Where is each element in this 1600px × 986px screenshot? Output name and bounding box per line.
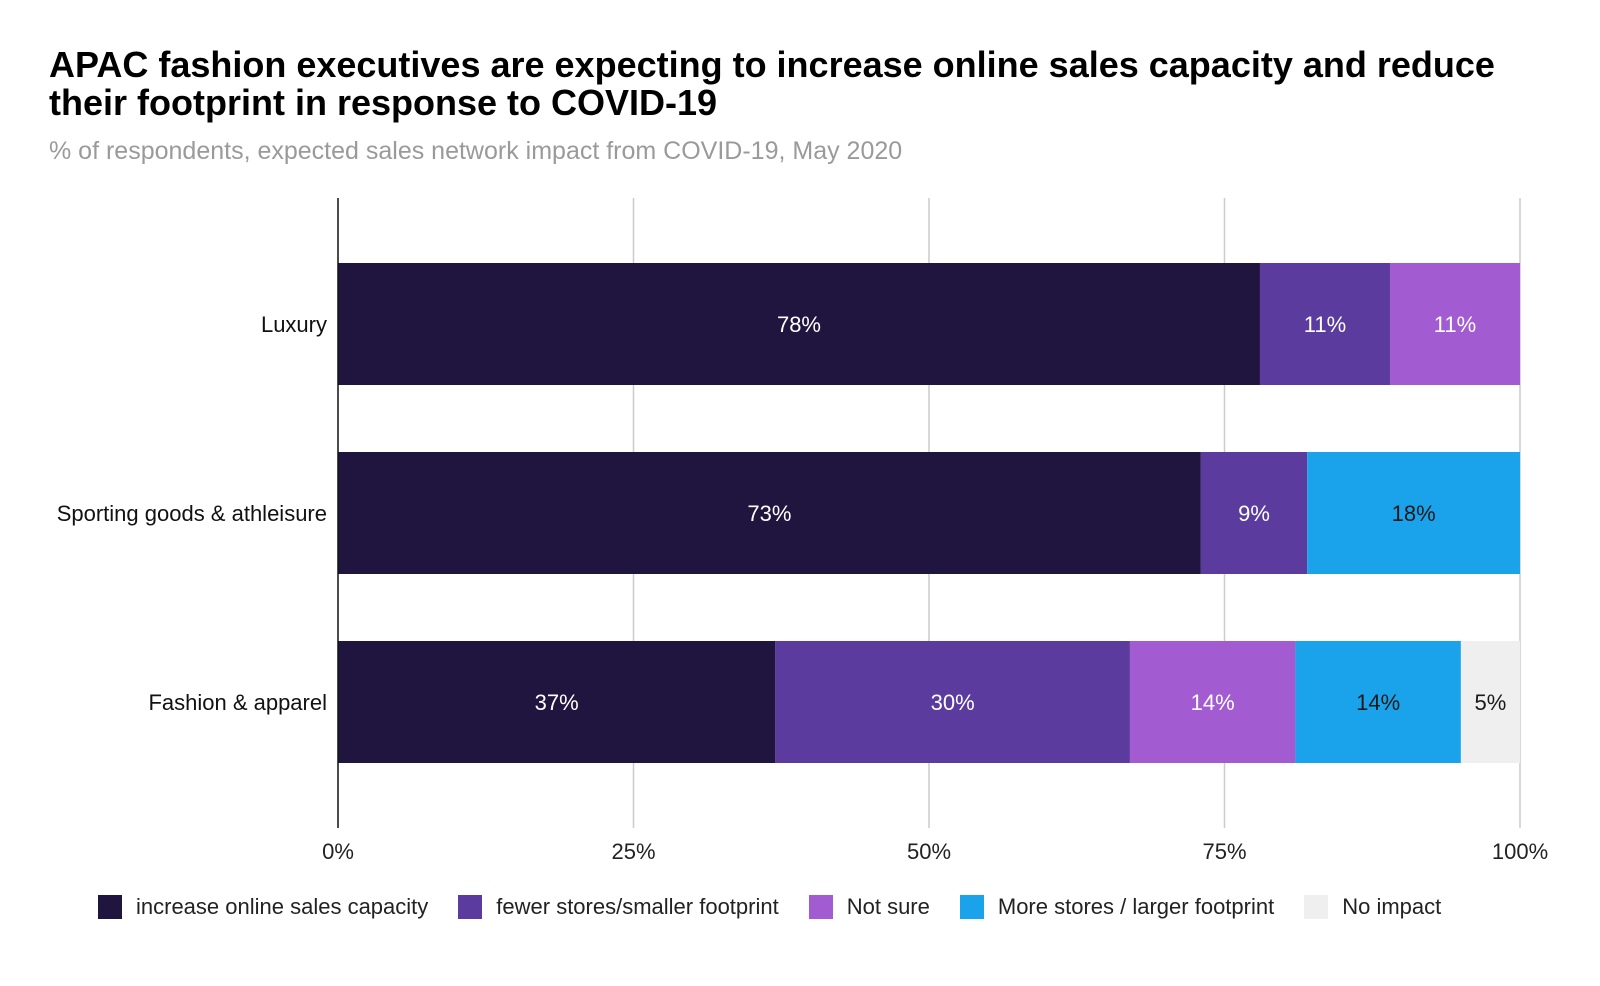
legend-label: fewer stores/smaller footprint: [496, 894, 779, 919]
data-label: 11%: [1434, 312, 1476, 337]
bar-segment: [1460, 641, 1520, 763]
bar-segment: [338, 641, 776, 763]
x-tick-label: 75%: [1202, 839, 1246, 864]
legend-swatch: [98, 895, 122, 919]
legend-swatch: [1304, 895, 1329, 919]
bar-segment: [1200, 452, 1308, 574]
y-category-label: Luxury: [261, 312, 327, 337]
chart-title: APAC fashion executives are expecting to…: [49, 44, 1495, 123]
legend-swatch: [808, 895, 833, 919]
chart-subtitle: % of respondents, expected sales network…: [49, 137, 903, 165]
bar-segment: [1129, 641, 1296, 763]
bar-segment: [338, 263, 1260, 385]
x-tick-label: 0%: [322, 839, 354, 864]
bar-segment: [1295, 641, 1461, 763]
data-label: 18%: [1392, 501, 1436, 526]
data-label: 73%: [747, 501, 791, 526]
bar-segment: [1259, 263, 1390, 385]
legend-label: More stores / larger footprint: [997, 894, 1275, 919]
data-label: 14%: [1191, 690, 1235, 715]
data-label: 37%: [535, 690, 579, 715]
legend-item: increase online sales capacity: [98, 894, 428, 920]
legend-item: No impact: [1304, 894, 1441, 920]
legend-swatch: [959, 895, 984, 919]
legend-item: fewer stores/smaller footprint: [458, 894, 779, 920]
bar-segment: [338, 452, 1201, 574]
y-category-label: Sporting goods & athleisure: [57, 501, 327, 526]
data-label: 5%: [1475, 690, 1507, 715]
x-tick-label: 25%: [611, 839, 655, 864]
legend-item: More stores / larger footprint: [959, 894, 1275, 920]
legend-swatch: [458, 895, 483, 919]
legend-label: increase online sales capacity: [136, 894, 429, 919]
x-tick-label: 100%: [1492, 839, 1548, 864]
data-label: 30%: [931, 690, 975, 715]
y-category-label: Fashion & apparel: [148, 690, 327, 715]
data-label: 11%: [1304, 312, 1346, 337]
chart-legend: increase online sales capacity fewer sto…: [98, 894, 1471, 920]
bar-segment: [1389, 263, 1520, 385]
data-label: 9%: [1238, 501, 1270, 526]
legend-item: Not sure: [808, 894, 930, 920]
data-label: 78%: [777, 312, 821, 337]
bar-segment: [1307, 452, 1520, 574]
legend-label: No impact: [1342, 894, 1442, 919]
bar-segment: [775, 641, 1130, 763]
data-label: 14%: [1356, 690, 1400, 715]
x-tick-label: 50%: [907, 839, 951, 864]
legend-label: Not sure: [846, 894, 930, 919]
